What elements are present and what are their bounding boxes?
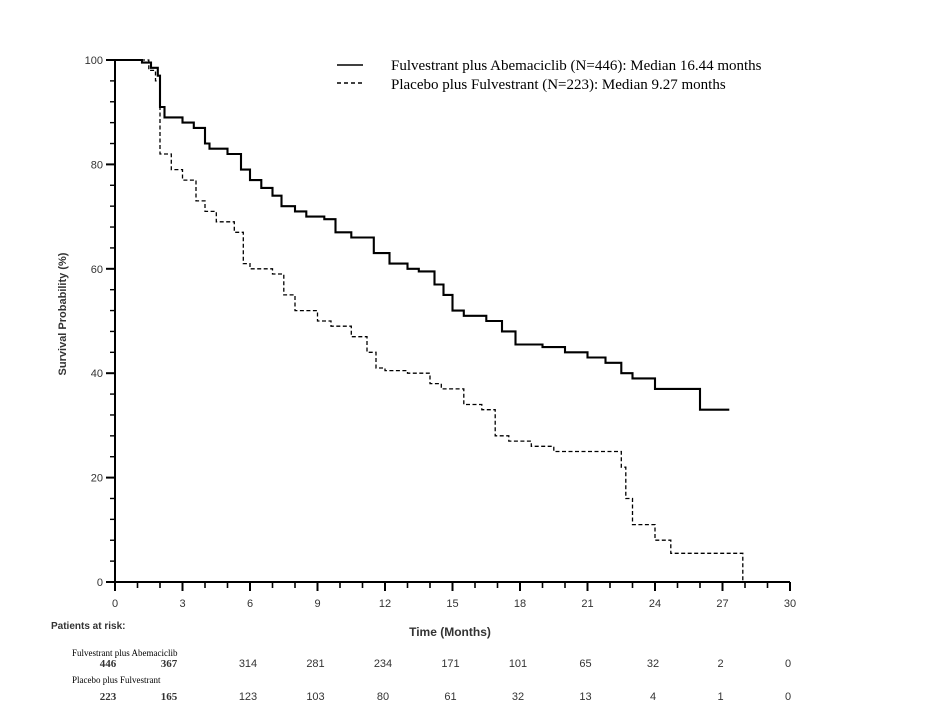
series-layer — [115, 58, 744, 582]
legend-label-abemaciclib: Fulvestrant plus Abemaciclib (N=446): Me… — [391, 58, 762, 74]
x-tick-label: 0 — [112, 598, 118, 610]
at-risk-count: 165 — [161, 691, 178, 703]
x-tick-label: 12 — [379, 598, 391, 610]
x-tick-label: 30 — [784, 598, 796, 610]
at-risk-heading: Patients at risk: — [51, 621, 125, 632]
at-risk-count: 80 — [377, 691, 389, 703]
series-line-abemaciclib — [115, 58, 730, 411]
y-tick-label: 20 — [91, 473, 103, 485]
at-risk-group-label-abemaciclib: Fulvestrant plus Abemaciclib — [72, 648, 178, 658]
x-tick-label: 21 — [581, 598, 593, 610]
at-risk-count: 367 — [161, 658, 178, 670]
at-risk-count: 4 — [650, 691, 656, 703]
legend-label-placebo: Placebo plus Fulvestrant (N=223): Median… — [391, 77, 726, 93]
y-tick-label: 100 — [85, 55, 103, 67]
x-ticks: 0 3 6 9 12 15 18 21 24 27 30 — [112, 582, 796, 610]
at-risk-count: 32 — [647, 658, 659, 670]
at-risk-group-label-placebo: Placebo plus Fulvestrant — [72, 675, 161, 685]
at-risk-count: 13 — [579, 691, 591, 703]
at-risk-counts: 446 367 314 281 234 171 101 65 32 2 0 223 165 123 103 8… — [100, 658, 791, 703]
y-tick-label: 40 — [91, 368, 103, 380]
y-tick-label: 80 — [91, 159, 103, 171]
at-risk-count: 123 — [239, 691, 257, 703]
x-tick-label: 15 — [446, 598, 458, 610]
x-tick-label: 27 — [716, 598, 728, 610]
at-risk-count: 314 — [239, 658, 257, 670]
x-tick-label: 9 — [314, 598, 320, 610]
at-risk-count: 65 — [579, 658, 591, 670]
at-risk-table: Patients at risk: Fulvestrant plus Abema… — [51, 621, 791, 703]
y-ticks: 0 20 40 60 80 100 — [85, 55, 115, 589]
at-risk-count: 2 — [717, 658, 723, 670]
x-tick-label: 24 — [649, 598, 661, 610]
x-tick-label: 18 — [514, 598, 526, 610]
at-risk-count: 0 — [785, 691, 791, 703]
at-risk-count: 1 — [717, 691, 723, 703]
at-risk-count: 281 — [306, 658, 324, 670]
at-risk-count: 32 — [512, 691, 524, 703]
y-axis-label: Survival Probability (%) — [57, 252, 69, 375]
at-risk-count: 223 — [100, 691, 117, 703]
at-risk-count: 171 — [441, 658, 459, 670]
y-tick-label: 60 — [91, 264, 103, 276]
at-risk-count: 0 — [785, 658, 791, 670]
legend: Fulvestrant plus Abemaciclib (N=446): Me… — [337, 58, 762, 93]
at-risk-count: 234 — [374, 658, 392, 670]
at-risk-count: 446 — [100, 658, 117, 670]
plot-area — [114, 60, 790, 583]
at-risk-count: 103 — [306, 691, 324, 703]
y-tick-label: 0 — [97, 577, 103, 589]
x-tick-label: 3 — [179, 598, 185, 610]
at-risk-count: 61 — [444, 691, 456, 703]
x-axis-label: Time (Months) — [409, 625, 491, 639]
x-tick-label: 6 — [247, 598, 253, 610]
at-risk-count: 101 — [509, 658, 527, 670]
series-line-placebo — [115, 59, 744, 582]
